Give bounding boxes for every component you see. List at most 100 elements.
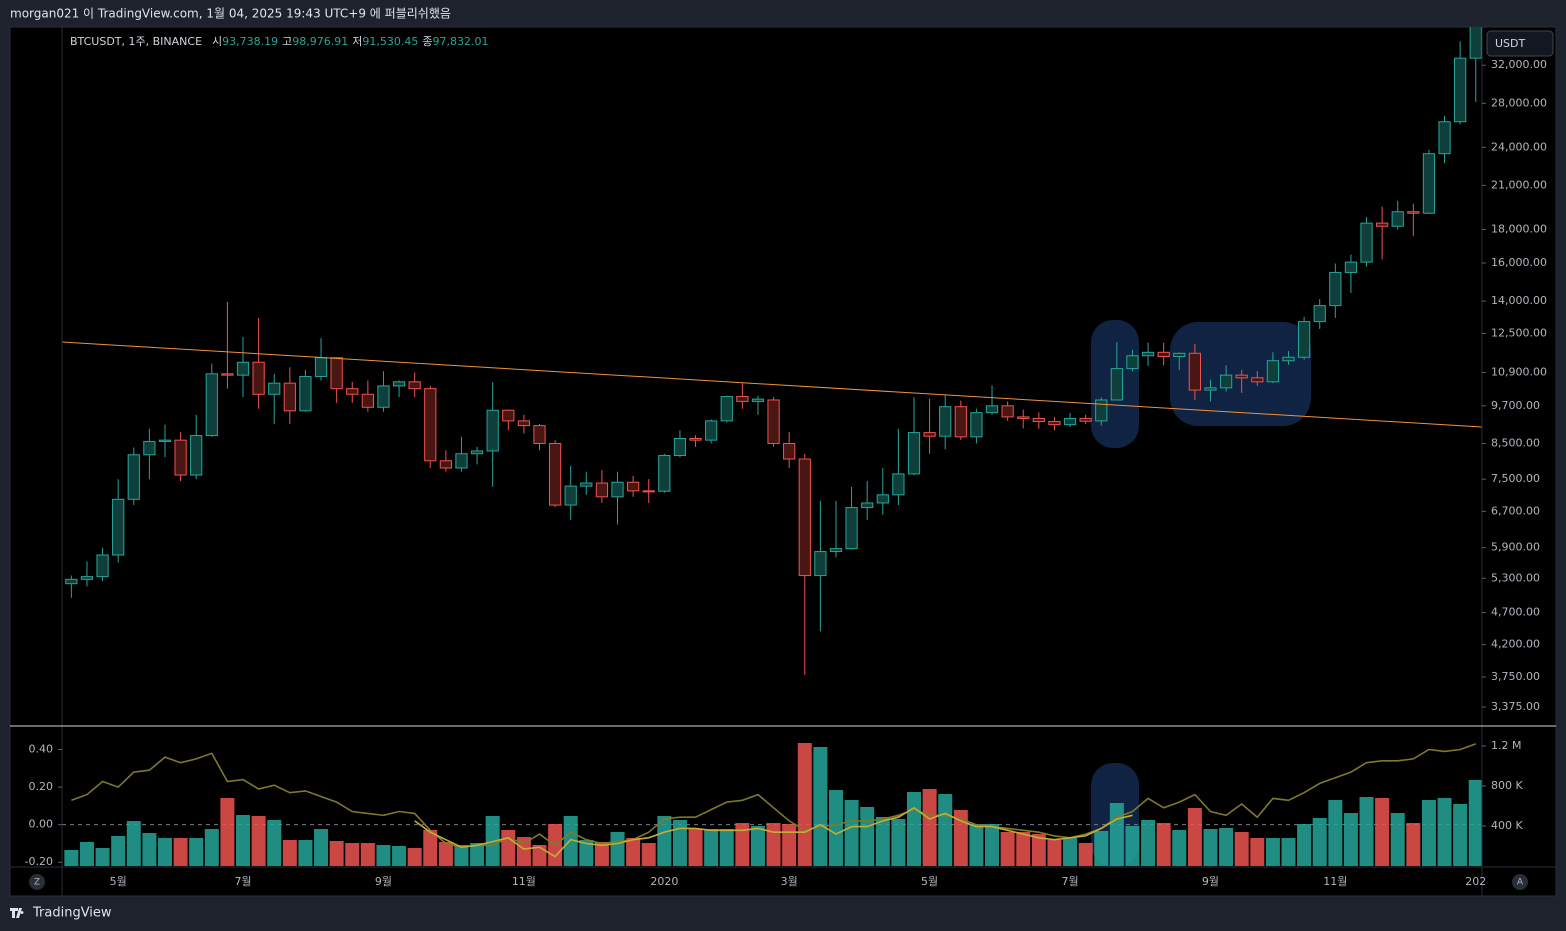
candle-body [1360, 222, 1373, 263]
candle-body [705, 420, 718, 441]
volume-bar [672, 820, 687, 866]
volume-bar [329, 841, 344, 866]
candle-body [1235, 374, 1248, 379]
y-tick-label: 4,700.00 [1491, 606, 1540, 619]
volume-bar [360, 843, 375, 866]
a-label[interactable]: A [1517, 878, 1524, 888]
candle-body [1266, 360, 1280, 383]
legend-ohlc-value: 93,738.19 [222, 35, 278, 48]
y-tick-label: 8,500.00 [1491, 436, 1540, 449]
volume-bar [1187, 808, 1202, 866]
currency-button[interactable] [1486, 30, 1554, 57]
volume-bar [438, 842, 453, 866]
candle-body [1438, 121, 1451, 155]
candle-body [158, 439, 172, 442]
candle-body [221, 373, 234, 376]
volume-tick-label: 1.2 M [1491, 739, 1521, 752]
candle-body [1344, 261, 1358, 273]
candle-body [548, 442, 562, 506]
candle-body [252, 361, 265, 395]
volume-bar [236, 815, 251, 866]
volume-bar [1078, 843, 1093, 866]
volume-bar [1109, 803, 1124, 866]
candle-body [299, 375, 312, 412]
candle-body [1095, 399, 1108, 422]
axes: 32,000.00 28,000.00 24,000.00 21,000.00 18,0… [25, 58, 1547, 888]
price-pane [65, 27, 1482, 675]
candle-body [892, 473, 905, 496]
volume-bar [813, 747, 828, 866]
volume-bar [797, 743, 812, 866]
candle-body [1376, 222, 1389, 227]
volume-bar [1406, 823, 1421, 866]
volume-bar [142, 833, 157, 866]
legend-symbol: BTCUSDT, 1주, BINANCE [70, 35, 202, 48]
volume-bar [1359, 797, 1374, 866]
z-label[interactable]: Z [34, 878, 40, 888]
volume-bar [750, 826, 765, 866]
candle-body [1188, 352, 1201, 391]
candle-body [455, 453, 468, 469]
candle-body [1251, 377, 1264, 383]
volume-bar [938, 794, 953, 866]
y-tick-label: 3,750.00 [1491, 670, 1540, 683]
candle-body [1422, 153, 1436, 214]
volume-bar [470, 843, 485, 866]
candle-body [642, 490, 655, 493]
candle-body [1219, 374, 1233, 389]
volume-bar [735, 823, 750, 866]
candle-body [1110, 368, 1123, 401]
volume-bar [251, 816, 266, 866]
legend-ohlc-value: 97,832.01 [433, 35, 489, 48]
a-button[interactable] [1512, 874, 1528, 890]
osc-tick-label: 0.40 [29, 743, 54, 756]
volume-bar [1094, 831, 1109, 866]
volume-bar [220, 798, 235, 866]
candle-body [798, 458, 811, 577]
candle-body [236, 361, 250, 376]
volume-tick-label: 800 K [1491, 779, 1523, 792]
candle-body [1329, 271, 1342, 307]
candle-body [502, 409, 515, 422]
candle-body [985, 405, 999, 414]
volume-bar [189, 838, 204, 866]
volume-bar [782, 824, 797, 866]
legend: BTCUSDT, 1주, BINANCE 시93,738.19 고98,976.91… [70, 35, 488, 48]
volume-bar [1312, 818, 1327, 866]
volume-bar [766, 823, 781, 866]
candle-body [1297, 321, 1311, 358]
publish-header: morgan021 이 TradingView.com, 1월 04, 2025… [10, 7, 451, 21]
indicator-pane [62, 743, 1482, 866]
x-tick-label: 202 [1465, 875, 1486, 888]
candle-body [611, 481, 624, 498]
volume-bar [1265, 838, 1280, 866]
volume-bar [860, 807, 875, 866]
candle-body [783, 442, 796, 460]
y-tick-label: 7,500.00 [1491, 472, 1540, 485]
y-tick-label: 4,200.00 [1491, 638, 1540, 651]
candle-body [814, 551, 827, 577]
candle-body [1407, 211, 1420, 214]
volume-bar [407, 848, 422, 866]
y-tick-label: 16,000.00 [1491, 256, 1547, 269]
candle-body [923, 432, 936, 437]
volume-bar [610, 832, 625, 866]
volume-bar [1297, 824, 1312, 866]
candle-body [517, 420, 531, 427]
volume-bar [657, 816, 672, 866]
y-tick-label: 5,300.00 [1491, 571, 1540, 584]
candle-body [377, 385, 390, 408]
y-tick-label: 14,000.00 [1491, 294, 1547, 307]
footer-brand: TradingView [32, 906, 112, 921]
candle-body [876, 494, 889, 504]
candle-body [1063, 417, 1077, 426]
z-button[interactable] [29, 874, 45, 890]
volume-bar [1390, 813, 1405, 866]
highlight-box [1170, 322, 1311, 426]
legend-ohlc-label: 고 [282, 35, 292, 48]
candle-body [268, 382, 281, 395]
candle-body [1204, 387, 1217, 391]
candle-body [829, 548, 843, 553]
currency-label[interactable]: USDT [1495, 37, 1526, 50]
